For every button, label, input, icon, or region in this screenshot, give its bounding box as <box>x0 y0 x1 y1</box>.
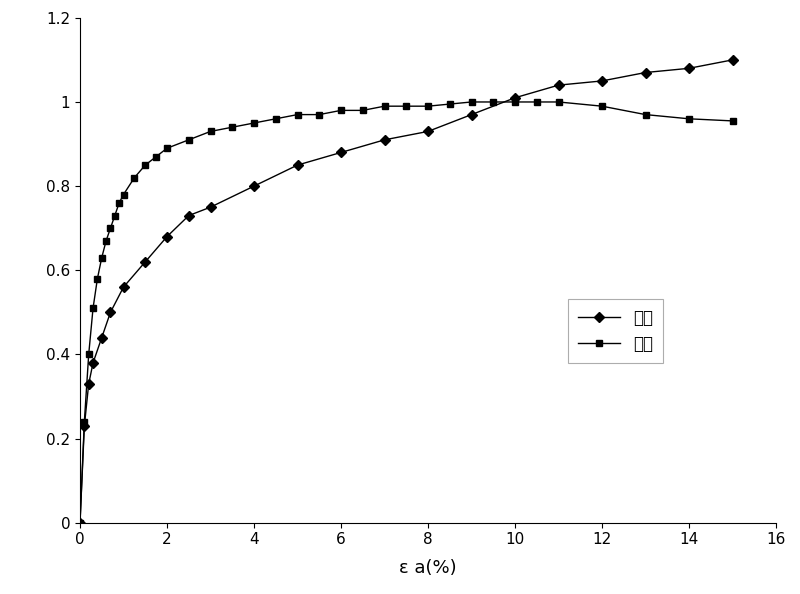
试验 <box>597 103 607 110</box>
模拟 <box>554 81 563 89</box>
试验 <box>510 99 520 106</box>
试验 <box>402 103 411 110</box>
试验 <box>380 103 390 110</box>
试验 <box>79 418 89 425</box>
模拟 <box>684 65 694 72</box>
模拟 <box>510 94 520 102</box>
模拟 <box>84 380 94 387</box>
Line: 试验: 试验 <box>77 99 736 526</box>
模拟 <box>75 519 85 526</box>
模拟 <box>206 204 215 211</box>
试验 <box>293 111 302 118</box>
试验 <box>106 225 115 232</box>
模拟 <box>423 128 433 135</box>
试验 <box>88 305 98 312</box>
模拟 <box>641 69 650 76</box>
试验 <box>314 111 324 118</box>
模拟 <box>162 233 172 240</box>
试验 <box>141 162 150 169</box>
模拟 <box>118 283 128 290</box>
试验 <box>532 99 542 106</box>
模拟 <box>728 56 738 64</box>
模拟 <box>597 77 607 84</box>
试验 <box>75 519 85 526</box>
试验 <box>271 115 281 122</box>
试验 <box>423 103 433 110</box>
试验 <box>466 99 476 106</box>
模拟 <box>88 359 98 366</box>
试验 <box>489 99 498 106</box>
模拟 <box>106 309 115 316</box>
模拟 <box>184 212 194 219</box>
Legend: 模拟, 试验: 模拟, 试验 <box>568 299 663 363</box>
试验 <box>162 145 172 152</box>
试验 <box>641 111 650 118</box>
模拟 <box>380 136 390 143</box>
试验 <box>114 200 124 207</box>
试验 <box>336 107 346 114</box>
试验 <box>358 107 367 114</box>
模拟 <box>250 182 259 189</box>
试验 <box>554 99 563 106</box>
试验 <box>227 124 237 131</box>
模拟 <box>97 334 106 341</box>
试验 <box>97 254 106 261</box>
试验 <box>151 153 161 160</box>
试验 <box>684 115 694 122</box>
模拟 <box>293 162 302 169</box>
试验 <box>445 100 454 108</box>
模拟 <box>336 149 346 156</box>
试验 <box>184 136 194 143</box>
X-axis label: ε a(%): ε a(%) <box>399 558 457 577</box>
试验 <box>118 191 128 198</box>
试验 <box>728 118 738 125</box>
试验 <box>130 174 139 181</box>
模拟 <box>466 111 476 118</box>
试验 <box>102 237 111 244</box>
试验 <box>110 212 120 219</box>
试验 <box>250 119 259 127</box>
试验 <box>206 128 215 135</box>
试验 <box>84 351 94 358</box>
模拟 <box>79 422 89 429</box>
Line: 模拟: 模拟 <box>77 56 736 526</box>
试验 <box>93 275 102 282</box>
模拟 <box>141 258 150 266</box>
